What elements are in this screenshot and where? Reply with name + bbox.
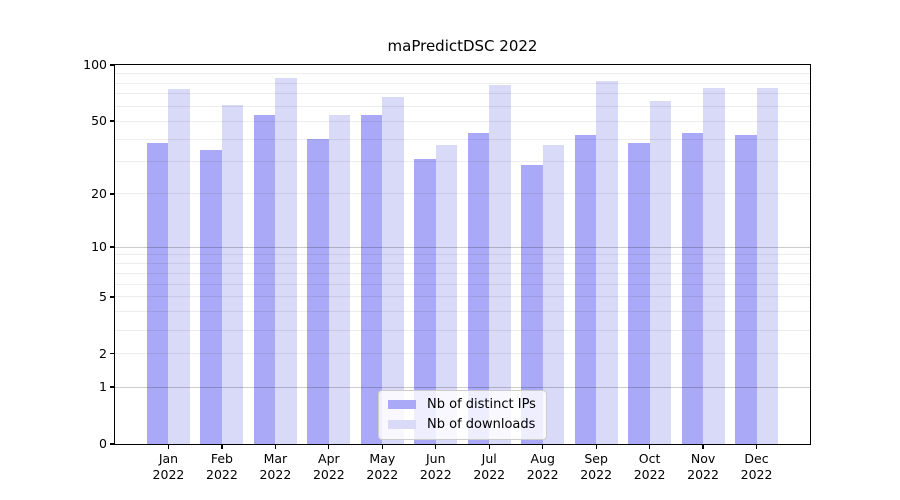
x-tick-mark-8 bbox=[595, 444, 597, 450]
bar-distinct-ips bbox=[628, 143, 650, 444]
x-tick-label-4: May 2022 bbox=[366, 451, 399, 482]
bar-downloads bbox=[221, 105, 244, 444]
gridline-9 bbox=[115, 254, 810, 256]
x-tick-label-11: Dec 2022 bbox=[740, 451, 773, 482]
x-tick-mark-9 bbox=[648, 444, 651, 450]
y-tick-mark-20 bbox=[110, 193, 115, 195]
gridline-30 bbox=[115, 161, 810, 163]
x-tick-mark-4 bbox=[381, 444, 383, 450]
gridline-60 bbox=[115, 105, 810, 107]
bar-downloads bbox=[435, 145, 458, 444]
x-tick-label-0: Jan 2022 bbox=[152, 451, 185, 482]
legend-swatch-distinct-ips bbox=[388, 399, 416, 410]
legend-item-distinct-ips: Nb of distinct IPs bbox=[388, 396, 536, 413]
bar-distinct-ips bbox=[521, 164, 543, 444]
gridline-1 bbox=[115, 386, 810, 388]
chart-title: maPredictDSC 2022 bbox=[387, 37, 538, 55]
x-tick-mark-1 bbox=[221, 444, 223, 450]
bar-downloads bbox=[596, 81, 618, 444]
x-tick-label-10: Nov 2022 bbox=[687, 451, 719, 482]
x-tick-label-5: Jun 2022 bbox=[419, 451, 452, 482]
y-tick-label-100: 100 bbox=[83, 57, 107, 72]
gridline-90 bbox=[115, 73, 810, 75]
y-tick-mark-0 bbox=[110, 443, 115, 445]
bar-downloads bbox=[703, 88, 725, 444]
y-tick-mark-5 bbox=[110, 296, 115, 298]
x-tick-label-8: Sep 2022 bbox=[580, 451, 613, 482]
x-tick-mark-0 bbox=[167, 444, 170, 450]
legend-label-downloads: Nb of downloads bbox=[427, 417, 536, 432]
y-tick-mark-100 bbox=[110, 64, 115, 66]
bar-downloads bbox=[382, 97, 404, 444]
bar-distinct-ips bbox=[467, 133, 490, 444]
bar-distinct-ips bbox=[735, 135, 757, 444]
y-tick-label-2: 2 bbox=[99, 345, 107, 361]
x-tick-mark-5 bbox=[435, 444, 437, 450]
bar-distinct-ips bbox=[146, 143, 169, 444]
bar-downloads bbox=[542, 145, 565, 444]
x-tick-label-6: Jul 2022 bbox=[473, 451, 506, 482]
x-tick-mark-2 bbox=[274, 444, 277, 450]
y-tick-mark-1 bbox=[110, 386, 115, 388]
bar-downloads bbox=[328, 114, 351, 444]
y-tick-label-0: 0 bbox=[99, 436, 107, 451]
bar-downloads bbox=[275, 78, 297, 444]
y-tick-label-20: 20 bbox=[91, 185, 107, 201]
bar-downloads bbox=[168, 89, 190, 444]
x-tick-mark-11 bbox=[755, 444, 758, 450]
bar-distinct-ips bbox=[414, 159, 436, 444]
gridline-7 bbox=[115, 272, 810, 274]
gridline-4 bbox=[115, 311, 810, 313]
x-tick-mark-6 bbox=[488, 444, 490, 450]
bar-downloads bbox=[756, 88, 779, 444]
gridline-50 bbox=[115, 120, 810, 122]
bar-distinct-ips bbox=[200, 149, 222, 444]
gridline-70 bbox=[115, 93, 810, 95]
y-tick-mark-2 bbox=[110, 353, 115, 355]
legend-item-downloads: Nb of downloads bbox=[388, 416, 536, 433]
x-tick-mark-10 bbox=[702, 444, 704, 450]
x-tick-label-3: Apr 2022 bbox=[312, 451, 345, 482]
y-tick-label-1: 1 bbox=[99, 379, 107, 395]
legend-swatch-downloads bbox=[388, 419, 416, 430]
x-tick-mark-3 bbox=[328, 444, 330, 450]
y-tick-label-50: 50 bbox=[91, 113, 107, 129]
gridline-10 bbox=[115, 246, 810, 248]
bar-distinct-ips bbox=[307, 139, 329, 444]
gridline-8 bbox=[115, 263, 810, 265]
x-tick-label-2: Mar 2022 bbox=[259, 451, 292, 482]
bar-downloads bbox=[489, 85, 511, 444]
bar-distinct-ips bbox=[574, 135, 597, 444]
gridline-20 bbox=[115, 193, 810, 195]
gridline-2 bbox=[115, 353, 810, 355]
x-tick-label-7: Aug 2022 bbox=[526, 451, 559, 482]
legend: Nb of distinct IPs Nb of downloads bbox=[378, 390, 547, 440]
gridline-40 bbox=[115, 138, 810, 140]
y-tick-mark-50 bbox=[110, 120, 115, 122]
y-tick-label-5: 5 bbox=[99, 288, 107, 304]
bar-distinct-ips bbox=[360, 114, 383, 444]
y-tick-label-10: 10 bbox=[91, 239, 107, 255]
plot-area: Nb of distinct IPs Nb of downloads bbox=[114, 64, 811, 445]
gridline-5 bbox=[115, 296, 810, 298]
x-tick-label-9: Oct 2022 bbox=[633, 451, 666, 482]
plot-frame bbox=[114, 64, 811, 445]
gridline-80 bbox=[115, 82, 810, 84]
bar-distinct-ips bbox=[253, 114, 276, 444]
bar-distinct-ips bbox=[681, 133, 704, 444]
gridline-6 bbox=[115, 283, 810, 285]
x-tick-label-1: Feb 2022 bbox=[206, 451, 238, 482]
bar-downloads bbox=[649, 101, 672, 444]
x-tick-mark-7 bbox=[542, 444, 544, 450]
y-tick-mark-10 bbox=[110, 246, 115, 248]
legend-label-distinct-ips: Nb of distinct IPs bbox=[427, 397, 536, 412]
gridline-3 bbox=[115, 329, 810, 331]
